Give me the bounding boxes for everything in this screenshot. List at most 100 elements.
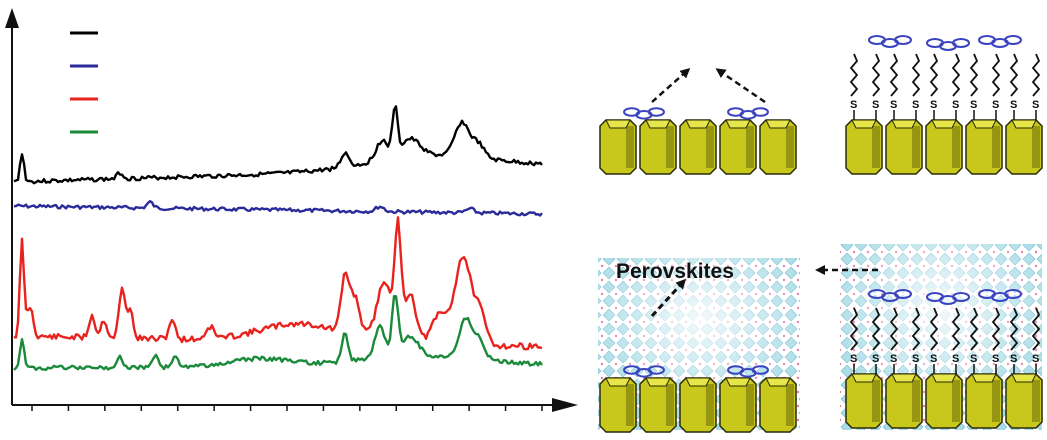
alkyl-chain (849, 307, 859, 351)
nanocrystal-side-shade (1032, 380, 1040, 422)
trace-blue (13, 200, 543, 217)
sulfur-atom: S (992, 99, 999, 111)
alkyl-chain (969, 53, 979, 97)
alkyl-chain (889, 53, 899, 97)
nanocrystal-side-shade (626, 384, 634, 426)
nanocrystal-side-shade (666, 384, 674, 426)
nanocrystal-top-facet (971, 373, 997, 383)
sulfur-atom: S (1010, 353, 1017, 365)
alkyl-chain (1031, 53, 1041, 97)
alkyl-chain (871, 307, 881, 351)
nanocrystal-top-facet (685, 377, 711, 387)
alkyl-chain (991, 307, 1001, 351)
aromatic-ring (952, 292, 970, 302)
nanocrystal-top-facet (725, 377, 751, 387)
alkyl-chain (1009, 307, 1019, 351)
alkyl-chain (929, 307, 939, 351)
aromatic-ring (751, 365, 769, 375)
alkyl-chain (929, 53, 939, 97)
nanocrystal-side-shade (746, 126, 754, 168)
alkyl-chain (1031, 307, 1041, 351)
aromatic-ring (647, 107, 665, 117)
aromatic-ring (1004, 35, 1022, 45)
panel-bottom-left (599, 365, 797, 433)
sulfur-atom: S (912, 99, 919, 111)
trace-red (13, 216, 543, 351)
alkyl-chain (889, 307, 899, 351)
sulfur-atom: S (890, 99, 897, 111)
nanocrystal-top-facet (765, 377, 791, 387)
nanocrystal-top-facet (891, 373, 917, 383)
nanocrystal-top-facet (685, 119, 711, 129)
nanocrystal-top-facet (971, 119, 997, 129)
nanocrystal-side-shade (912, 126, 920, 168)
nanocrystal-side-shade (992, 380, 1000, 422)
sulfur-atom: S (850, 353, 857, 365)
perovskites-label: Perovskites (616, 260, 734, 283)
y-axis-arrow (5, 8, 19, 28)
sulfur-atom: S (970, 99, 977, 111)
sulfur-atom: S (872, 353, 879, 365)
aromatic-ring (894, 289, 912, 299)
nanocrystal-top-facet (605, 377, 631, 387)
arrow-up-left (651, 68, 691, 103)
alkyl-chain (1009, 53, 1019, 97)
sulfur-atom: S (850, 99, 857, 111)
spectra-traces (13, 105, 543, 371)
trace-green (13, 295, 543, 371)
nanocrystal-side-shade (706, 126, 714, 168)
spectra-plot (5, 8, 578, 412)
alkyl-chain (871, 53, 881, 97)
alkyl-chain (911, 53, 921, 97)
aromatic-ring (952, 38, 970, 48)
sulfur-atom: S (952, 353, 959, 365)
nanocrystal-side-shade (786, 126, 794, 168)
nanocrystal-top-facet (931, 373, 957, 383)
nanocrystal-side-shade (952, 380, 960, 422)
nanocrystal-side-shade (626, 126, 634, 168)
alkyl-chain (951, 307, 961, 351)
nanocrystal-top-facet (1011, 119, 1037, 129)
aromatic-ring (647, 365, 665, 375)
x-axis-ticks (31, 405, 543, 411)
sulfur-atom: S (912, 353, 919, 365)
nanocrystal-top-facet (851, 119, 877, 129)
alkyl-chain (849, 53, 859, 97)
nanocrystal-side-shade (872, 126, 880, 168)
alkyl-chain (911, 307, 921, 351)
nanocrystal-top-facet (851, 373, 877, 383)
trace-black (13, 105, 543, 185)
nanocrystal-side-shade (912, 380, 920, 422)
nanocrystal-top-facet (725, 119, 751, 129)
aromatic-ring (1004, 289, 1022, 299)
nanocrystal-side-shade (666, 126, 674, 168)
nanocrystal-top-facet (1011, 373, 1037, 383)
x-axis-arrow (552, 398, 578, 412)
sulfur-atom: S (952, 99, 959, 111)
nanocrystal-top-facet (891, 119, 917, 129)
sulfur-atom: S (1032, 353, 1039, 365)
aromatic-ring (894, 35, 912, 45)
nanocrystal-top-facet (645, 377, 671, 387)
sulfur-atom: S (970, 353, 977, 365)
nanocrystal-side-shade (786, 384, 794, 426)
plot-axes (5, 8, 578, 412)
nanocrystal-side-shade (992, 126, 1000, 168)
sulfur-atom: S (992, 353, 999, 365)
nanocrystal-top-facet (605, 119, 631, 129)
sulfur-atom: S (930, 99, 937, 111)
panel-top-left (599, 107, 797, 175)
plot-legend (70, 31, 98, 134)
sulfur-atom: S (1032, 99, 1039, 111)
alkyl-chain (969, 307, 979, 351)
nanocrystal-side-shade (952, 126, 960, 168)
sulfur-atom: S (890, 353, 897, 365)
alkyl-chain (951, 53, 961, 97)
sulfur-atom: S (930, 353, 937, 365)
aromatic-ring (751, 107, 769, 117)
arrow-perovskite-up (650, 278, 687, 318)
